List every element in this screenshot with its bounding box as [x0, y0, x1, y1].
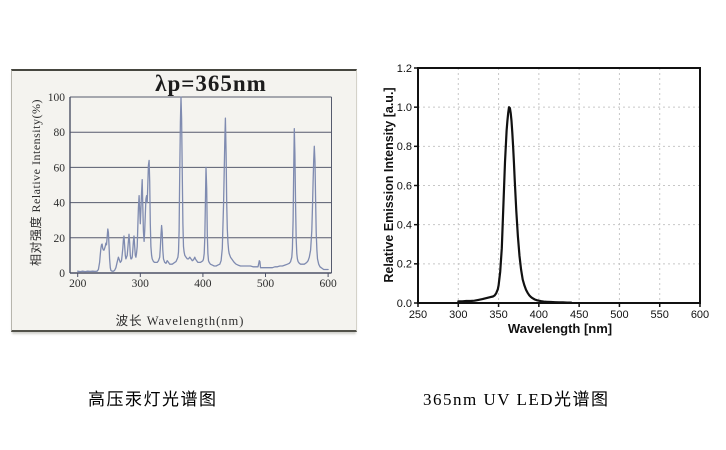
y-tick-label: 60 [54, 162, 66, 174]
y-tick-label: 0.2 [397, 259, 412, 271]
caption-uv-led: 365nm UV LED光谱图 [423, 390, 610, 409]
led-x-axis-label: Wavelength [nm] [507, 321, 613, 336]
y-tick-label: 0.4 [397, 220, 412, 232]
x-tick-label: 400 [194, 278, 212, 290]
mercury-spectrum-plot: 200 300 400 500 600 0 20 40 60 80 100 [48, 92, 337, 290]
x-tick-label: 300 [132, 278, 150, 290]
caption-mercury-lamp: 高压汞灯光谱图 [88, 390, 218, 409]
x-tick-label: 300 [449, 309, 467, 321]
y-tick-label: 40 [54, 198, 66, 210]
x-tick-label: 450 [570, 309, 588, 321]
x-tick-label: 500 [610, 309, 628, 321]
led-y-axis-label: Relative Emission Intensity [a.u.] [382, 87, 396, 283]
mercury-lamp-spectrum-figure: λp=365nm 200 300 400 500 600 0 20 40 60 80 100 相对强… [11, 69, 357, 332]
x-tick-label: 500 [257, 278, 275, 290]
led-spectrum-plot: 250 300 350 400 450 500 550 600 0.0 0.2 0.4 0.6 0.8 1… [397, 63, 709, 321]
y-tick-label: 0 [59, 268, 65, 280]
y-tick-label: 0.8 [397, 141, 412, 153]
x-tick-label: 200 [69, 278, 87, 290]
x-tick-label: 600 [319, 278, 337, 290]
y-tick-label: 1.0 [397, 102, 412, 114]
y-tick-label: 100 [48, 92, 66, 104]
mercury-y-axis-label: 相对强度 Relative Intensity(%) [29, 99, 43, 266]
x-tick-label: 400 [530, 309, 548, 321]
y-tick-label: 80 [54, 127, 66, 139]
x-tick-label: 250 [409, 309, 427, 321]
x-tick-label: 350 [489, 309, 507, 321]
y-tick-label: 0.0 [397, 298, 412, 310]
spectrum-line [77, 96, 329, 273]
led-spectrum-figure: 250 300 350 400 450 500 550 600 0.0 0.2 0.4 0.6 0.8 1… [370, 55, 726, 355]
mercury-x-axis-label: 波长 Wavelength(nm) [115, 314, 245, 328]
spectrum-line [457, 106, 573, 304]
y-tick-label: 1.2 [397, 63, 412, 75]
x-tick-label: 550 [651, 309, 669, 321]
x-tick-label: 600 [691, 309, 709, 321]
mercury-peak-wavelength-title: λp=365nm [155, 71, 267, 96]
y-tick-label: 0.6 [397, 180, 412, 192]
y-tick-label: 20 [54, 233, 66, 245]
